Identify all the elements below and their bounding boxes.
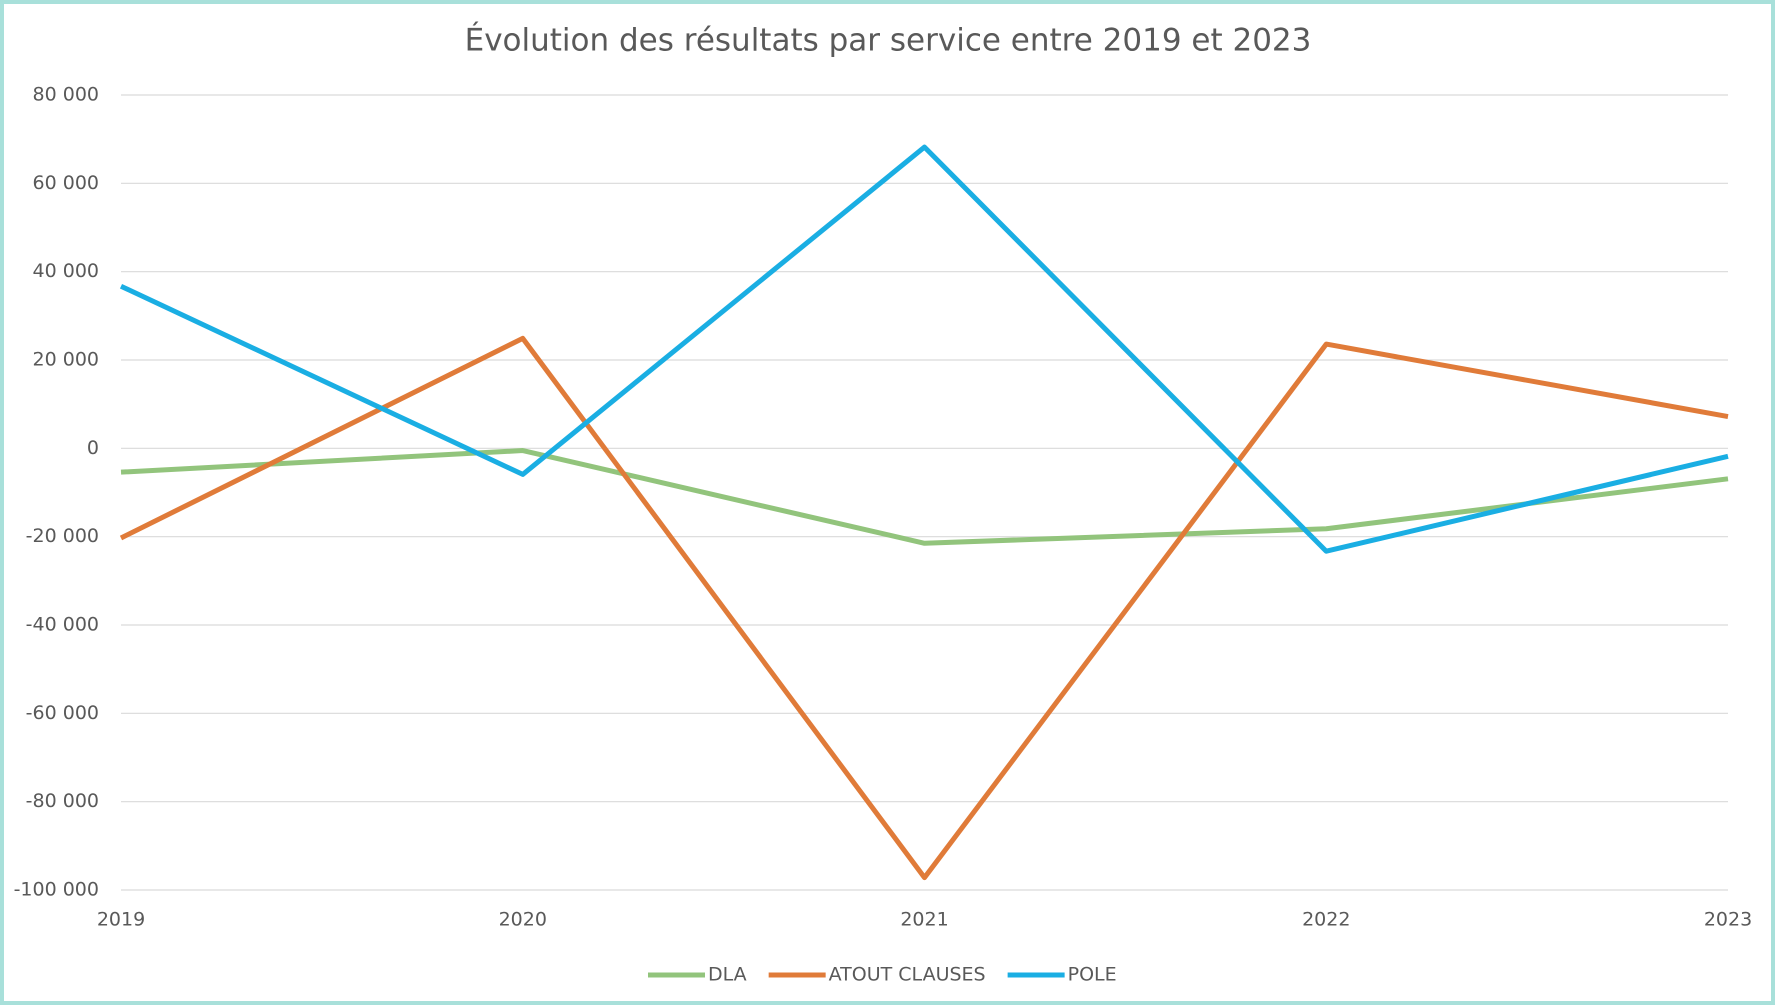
x-tick-label: 2023: [1704, 909, 1752, 931]
y-tick-label: -60 000: [26, 702, 99, 724]
x-tick-label: 2022: [1302, 909, 1350, 931]
y-tick-label: -20 000: [26, 525, 99, 547]
series-line: [119, 335, 1729, 881]
y-tick-label: 40 000: [33, 260, 99, 282]
legend-label: POLE: [1068, 964, 1117, 986]
y-tick-label: -100 000: [14, 879, 99, 901]
y-tick-label: -40 000: [26, 614, 99, 636]
y-tick-label: 0: [87, 437, 99, 459]
y-tick-label: 60 000: [33, 172, 99, 194]
series-line: [120, 448, 1729, 546]
x-tick-label: 2021: [900, 909, 948, 931]
y-tick-label: 80 000: [33, 84, 99, 106]
y-tick-label: -80 000: [26, 790, 99, 812]
x-tick-label: 2020: [499, 909, 547, 931]
series-line: [119, 144, 1729, 554]
chart-title: Évolution des résultats par service entr…: [465, 23, 1312, 59]
legend-label: DLA: [708, 964, 747, 986]
x-tick-label: 2019: [97, 909, 145, 931]
legend-label: ATOUT CLAUSES: [829, 964, 986, 986]
y-tick-label: 20 000: [33, 349, 99, 371]
